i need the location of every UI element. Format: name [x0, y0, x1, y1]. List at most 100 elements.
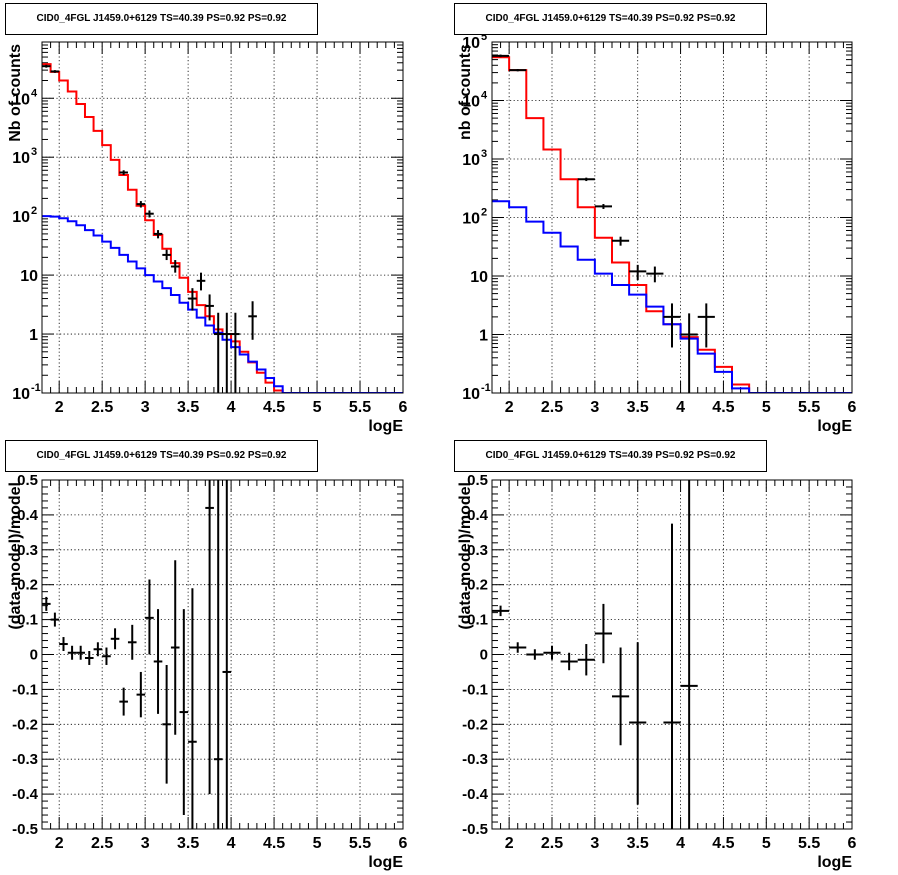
plot-area	[42, 63, 403, 393]
x-tick-label: 6	[399, 835, 408, 852]
data-point	[76, 645, 85, 660]
panel-4: -0.5 -0.4 -0.3 -0.2 -0.1 0 0.1 0.2 0.3 0.4 0.5 2 2.5…	[457, 472, 857, 871]
y-tick-label: 0.4	[467, 507, 489, 524]
x-axis-title: logE	[368, 854, 403, 871]
x-tick-label: 5.5	[798, 835, 820, 852]
x-tick-label: 4.5	[712, 399, 734, 416]
plot-frame	[491, 479, 853, 830]
data-point	[50, 70, 60, 73]
data-point	[145, 210, 154, 218]
data-point	[136, 671, 146, 718]
panel-2-title: CID0_4FGL J1459.0+6129 TS=40.39 PS=0.92 …	[454, 3, 767, 35]
y-tick-exponent: 3	[481, 148, 487, 160]
x-tick-label: 5.5	[349, 399, 371, 416]
data-point	[612, 647, 630, 746]
data-point	[153, 609, 163, 714]
data-point	[188, 288, 197, 311]
y-tick-label: 1	[479, 328, 488, 345]
y-tick-exponent: 4	[481, 90, 488, 102]
y-tick-label: -0.3	[12, 751, 38, 768]
x-axis-title: logE	[368, 418, 403, 435]
x-tick-label: 2.5	[541, 399, 563, 416]
y-tick-label: 10	[462, 94, 480, 111]
y-tick-label: 0.1	[17, 612, 38, 629]
data-point	[577, 177, 595, 182]
y-tick-label: 0	[480, 647, 488, 664]
y-tick-label: 10	[12, 386, 30, 403]
data-point	[205, 480, 214, 795]
x-tick-label: 4	[227, 835, 236, 852]
data-point	[222, 480, 232, 829]
plot-frame	[41, 479, 404, 830]
data-point	[492, 54, 510, 58]
y-tick-exponent: -1	[31, 382, 41, 394]
x-tick-label: 5.5	[798, 399, 820, 416]
data-point	[222, 312, 232, 393]
data-point	[50, 612, 60, 627]
x-tick-label: 5.5	[349, 835, 371, 852]
y-tick-label: 10	[20, 268, 38, 285]
y-tick-label: 10	[462, 211, 480, 228]
data-point	[646, 266, 664, 283]
data-point	[145, 579, 154, 655]
data-point	[577, 644, 595, 676]
x-axis-title: logE	[817, 418, 852, 435]
y-tick-label: 10	[462, 386, 480, 403]
x-tick-label: 2.5	[541, 835, 563, 852]
x-tick-label: 4	[227, 399, 236, 416]
y-axis-title: nb of counts	[457, 44, 474, 140]
y-tick-label: 10	[470, 269, 488, 286]
y-tick-exponent: 5	[481, 31, 487, 43]
data-point	[119, 170, 128, 175]
data-point	[213, 480, 223, 829]
data-point	[102, 647, 111, 665]
data-point	[560, 652, 578, 671]
y-axis-title: (data-model)/model	[7, 482, 24, 630]
data-point	[509, 69, 527, 72]
y-tick-label: -0.4	[462, 786, 489, 803]
data-point	[127, 624, 137, 660]
y-tick-label: -0.2	[12, 716, 38, 733]
y-tick-exponent: 3	[31, 146, 37, 158]
y-tick-exponent: 2	[31, 205, 37, 217]
data-point	[188, 588, 197, 829]
x-tick-label: 2	[55, 399, 64, 416]
data-point	[526, 649, 544, 660]
data-point	[162, 664, 171, 784]
y-tick-exponent: 4	[31, 87, 38, 99]
x-tick-label: 2	[505, 835, 514, 852]
y-tick-label: 0.5	[467, 472, 488, 489]
x-tick-label: 4	[676, 399, 685, 416]
y-tick-label: 0.4	[17, 507, 39, 524]
x-tick-label: 4	[676, 835, 685, 852]
y-tick-label: 10	[12, 209, 30, 226]
x-tick-label: 5	[762, 399, 771, 416]
data-point	[248, 301, 257, 340]
x-tick-label: 5	[762, 835, 771, 852]
x-tick-label: 2	[55, 835, 64, 852]
y-tick-label: 0	[30, 647, 38, 664]
x-tick-label: 5	[313, 835, 322, 852]
x-axis-title: logE	[817, 854, 852, 871]
data-point	[196, 272, 206, 291]
data-point	[509, 642, 527, 653]
plot-frame	[491, 41, 853, 394]
x-tick-label: 6	[848, 399, 857, 416]
y-tick-label: -0.3	[462, 751, 488, 768]
plot-area	[492, 54, 852, 393]
data-point	[84, 651, 94, 665]
data-point	[231, 312, 240, 393]
x-tick-label: 6	[848, 835, 857, 852]
plot-frame	[41, 41, 404, 394]
data-point	[136, 201, 146, 208]
data-point	[162, 249, 171, 261]
y-axis-title: Nb of counts	[7, 44, 24, 142]
data-point	[67, 645, 77, 660]
y-tick-label: -0.2	[462, 716, 488, 733]
x-tick-label: 4.5	[712, 835, 734, 852]
data-point	[680, 313, 698, 393]
data-point	[110, 628, 120, 650]
x-tick-label: 3	[141, 399, 150, 416]
